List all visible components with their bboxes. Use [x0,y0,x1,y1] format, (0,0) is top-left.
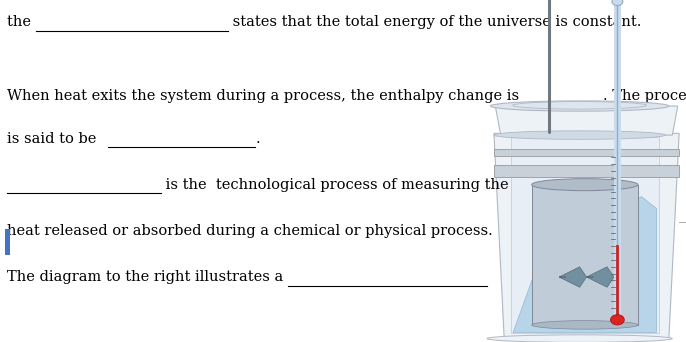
Ellipse shape [494,131,665,140]
Text: heat released or absorbed during a chemical or physical process.: heat released or absorbed during a chemi… [7,224,493,238]
Polygon shape [587,267,614,287]
Polygon shape [494,165,679,177]
Polygon shape [513,192,657,332]
Bar [5,229,10,255]
Polygon shape [532,185,638,325]
Ellipse shape [532,179,638,191]
Polygon shape [559,267,587,287]
Polygon shape [495,106,678,135]
Ellipse shape [532,321,638,329]
Ellipse shape [490,101,669,111]
Text: .: . [255,132,260,146]
Polygon shape [494,149,679,156]
Text: When heat exits the system during a process, the enthalpy change is: When heat exits the system during a proc… [7,89,523,103]
Text: the: the [7,15,36,29]
Text: The diagram to the right illustrates a: The diagram to the right illustrates a [7,270,287,284]
Ellipse shape [487,335,672,342]
Polygon shape [511,137,659,333]
Ellipse shape [612,0,623,5]
Ellipse shape [512,102,646,109]
Polygon shape [494,133,679,339]
Text: is the  technological process of measuring the: is the technological process of measurin… [161,178,509,192]
Ellipse shape [611,315,624,325]
Text: . The process: . The process [603,89,686,103]
Text: states that the total energy of the universe is constant.: states that the total energy of the univ… [228,15,641,29]
Text: is said to be: is said to be [7,132,101,146]
